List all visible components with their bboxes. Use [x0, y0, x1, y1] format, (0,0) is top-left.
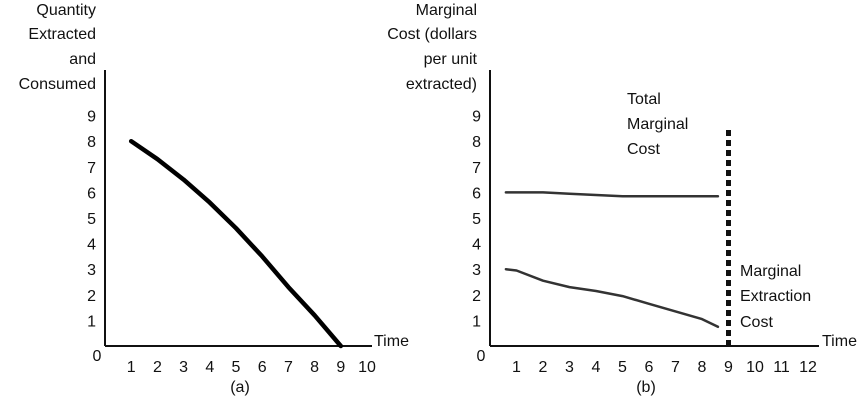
chart-a-origin-label: 0 — [93, 348, 102, 365]
y-tick-label: 1 — [87, 313, 96, 330]
x-tick-label: 9 — [336, 359, 345, 376]
x-tick-label: 8 — [698, 359, 707, 376]
y-tick-label: 6 — [87, 185, 96, 202]
y-tick-label: 8 — [87, 134, 96, 151]
chart-b-x-axis-label: Time — [822, 333, 857, 350]
x-tick-label: 6 — [258, 359, 267, 376]
chart-a-x-ticks: 1 2 3 4 5 6 7 8 9 10 — [127, 359, 376, 376]
y-tick-label: 5 — [472, 211, 481, 228]
chart-b-y-label-line: per unit — [424, 51, 478, 68]
x-tick-label: 4 — [592, 359, 601, 376]
x-tick-label: 4 — [205, 359, 214, 376]
chart-a-y-label-line: and — [69, 51, 96, 68]
x-tick-label: 5 — [618, 359, 627, 376]
chart-a-y-axis-label: Quantity Extracted and Consumed — [19, 2, 96, 93]
x-tick-label: 1 — [127, 359, 136, 376]
x-tick-label: 3 — [565, 359, 574, 376]
chart-b-series — [504, 128, 731, 346]
chart-a-y-label-line: Extracted — [28, 26, 96, 43]
y-tick-label: 5 — [87, 211, 96, 228]
x-tick-label: 2 — [153, 359, 162, 376]
x-tick-label: 10 — [358, 359, 376, 376]
y-tick-label: 7 — [87, 160, 96, 177]
x-tick-label: 2 — [539, 359, 548, 376]
chart-b-y-label-line: Cost (dollars — [387, 26, 477, 43]
y-tick-label: 4 — [87, 237, 96, 254]
annotation-line: Total — [627, 91, 661, 108]
chart-b-y-axis-label: Marginal Cost (dollars per unit extracte… — [387, 2, 477, 93]
x-tick-label: 3 — [179, 359, 188, 376]
chart-b: Marginal Cost (dollars per unit extracte… — [387, 2, 857, 396]
annotation-line: Cost — [627, 141, 660, 158]
y-tick-label: 2 — [472, 288, 481, 305]
chart-b-x-ticks: 1 2 3 4 5 6 7 8 9 10 11 12 — [512, 359, 817, 376]
y-tick-label: 9 — [87, 109, 96, 126]
y-tick-label: 6 — [472, 185, 481, 202]
marginal-extraction-cost-line — [504, 267, 720, 329]
y-tick-label: 8 — [472, 134, 481, 151]
chart-a-series — [128, 138, 344, 349]
chart-b-y-ticks: 1 2 3 4 5 6 7 8 9 — [472, 109, 481, 331]
chart-a-y-label-line: Consumed — [19, 76, 96, 93]
x-tick-label: 5 — [232, 359, 241, 376]
y-tick-label: 1 — [472, 313, 481, 330]
x-tick-label: 10 — [746, 359, 764, 376]
chart-a-x-axis-label: Time — [374, 333, 409, 350]
chart-b-y-label-line: extracted) — [406, 76, 477, 93]
y-tick-label: 3 — [472, 262, 481, 279]
total-marginal-cost-annotation: Total Marginal Cost — [627, 91, 688, 158]
x-tick-label: 7 — [671, 359, 680, 376]
x-tick-label: 6 — [645, 359, 654, 376]
y-tick-label: 4 — [472, 237, 481, 254]
x-tick-label: 7 — [284, 359, 293, 376]
marginal-cost-line — [504, 191, 720, 198]
annotation-line: Cost — [740, 314, 773, 331]
quantity-line — [128, 138, 344, 349]
x-tick-label: 12 — [799, 359, 817, 376]
chart-a: Quantity Extracted and Consumed 0 Time 1… — [19, 2, 409, 396]
chart-a-y-label-line: Quantity — [36, 2, 96, 19]
marginal-extraction-cost-annotation: Marginal Extraction Cost — [740, 263, 811, 331]
y-tick-label: 3 — [87, 262, 96, 279]
annotation-line: Marginal — [627, 116, 688, 133]
y-tick-label: 7 — [472, 160, 481, 177]
annotation-line: Extraction — [740, 288, 811, 305]
y-tick-label: 2 — [87, 288, 96, 305]
x-tick-label: 11 — [773, 359, 790, 376]
x-tick-label: 1 — [512, 359, 521, 376]
chart-b-panel-label: (b) — [636, 379, 656, 396]
chart-a-panel-label: (a) — [230, 379, 250, 396]
y-tick-label: 9 — [472, 109, 481, 126]
x-tick-label: 8 — [310, 359, 319, 376]
chart-a-y-ticks: 1 2 3 4 5 6 7 8 9 — [87, 109, 96, 331]
x-tick-label: 9 — [724, 359, 733, 376]
chart-b-origin-label: 0 — [477, 348, 486, 365]
annotation-line: Marginal — [740, 263, 801, 280]
chart-b-y-label-line: Marginal — [416, 2, 477, 19]
